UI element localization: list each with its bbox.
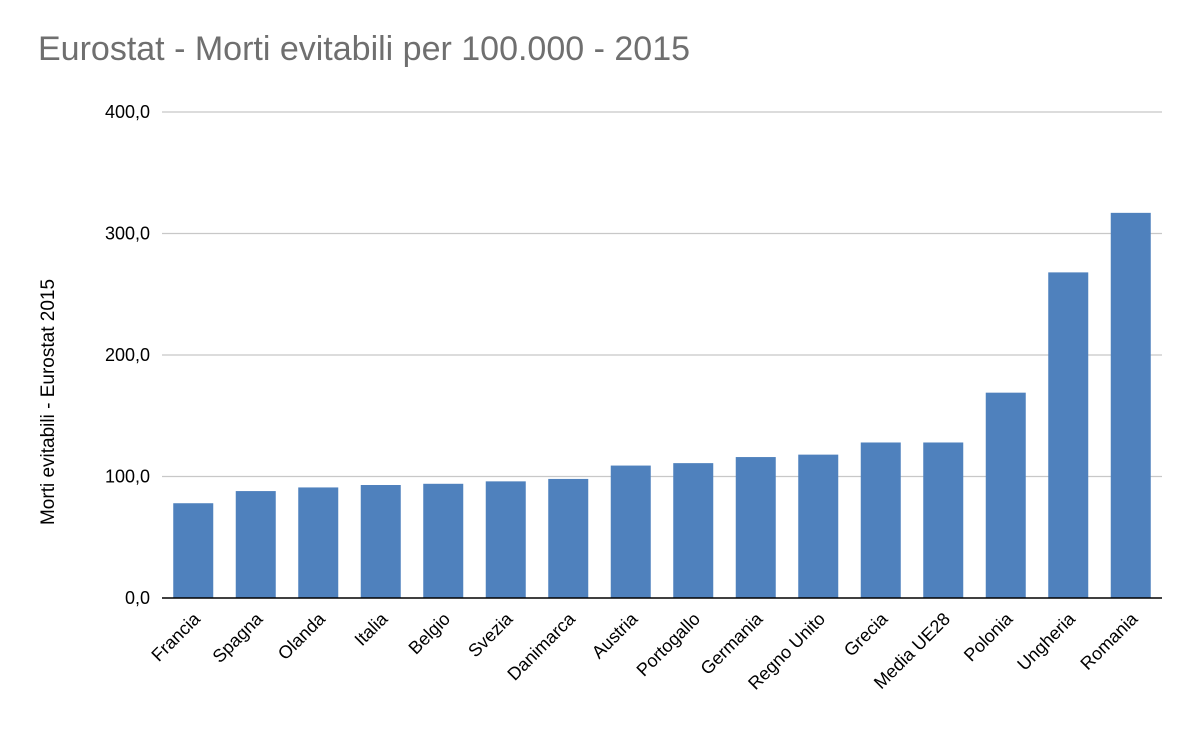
bar-portogallo (673, 463, 714, 598)
x-tick-label: Danimarca (503, 608, 579, 684)
bar-polonia (985, 392, 1026, 598)
x-tick-label: Austria (588, 608, 642, 662)
bar-danimarca (548, 478, 589, 598)
x-tick-label: Polonia (960, 608, 1017, 665)
y-axis-ticks: 0,0 100,0 200,0 300,0 400,0 (105, 102, 150, 608)
x-tick-label: Italia (351, 608, 393, 650)
x-tick-label: Svezia (464, 608, 517, 661)
y-tick-label: 300,0 (105, 224, 150, 244)
y-tick-label: 0,0 (125, 588, 150, 608)
bars (173, 212, 1151, 598)
bar-francia (173, 503, 214, 598)
bar-ungheria (1048, 272, 1089, 598)
x-tick-label: Spagna (209, 608, 268, 667)
x-axis-labels: Francia Spagna Olanda Italia Belgio SveziaDan… (147, 608, 1142, 694)
bar-svezia (485, 481, 526, 598)
bar-romania (1110, 212, 1151, 598)
y-tick-label: 400,0 (105, 102, 150, 122)
bar-media-ue28 (923, 442, 964, 598)
bar-spagna (235, 491, 276, 598)
x-tick-label: Portogallo (633, 609, 704, 680)
bar-olanda (298, 487, 339, 598)
y-axis-label: Morti evitabili - Eurostat 2015 (38, 279, 59, 525)
x-tick-label: Romania (1076, 608, 1142, 674)
y-tick-label: 200,0 (105, 345, 150, 365)
bar-belgio (423, 483, 464, 598)
x-tick-label: Olanda (274, 608, 330, 664)
bar-italia (360, 485, 401, 598)
x-tick-label: Francia (147, 608, 204, 665)
bar-grecia (860, 442, 901, 598)
y-tick-label: 100,0 (105, 467, 150, 487)
bar-regno-unito (798, 454, 839, 598)
x-tick-label: Belgio (405, 609, 455, 659)
chart-title: Eurostat - Morti evitabili per 100.000 -… (38, 30, 691, 68)
bar-austria (610, 465, 651, 598)
bar-germania (735, 457, 776, 598)
x-tick-label: Grecia (840, 608, 892, 660)
x-tick-label: Ungheria (1013, 608, 1079, 674)
